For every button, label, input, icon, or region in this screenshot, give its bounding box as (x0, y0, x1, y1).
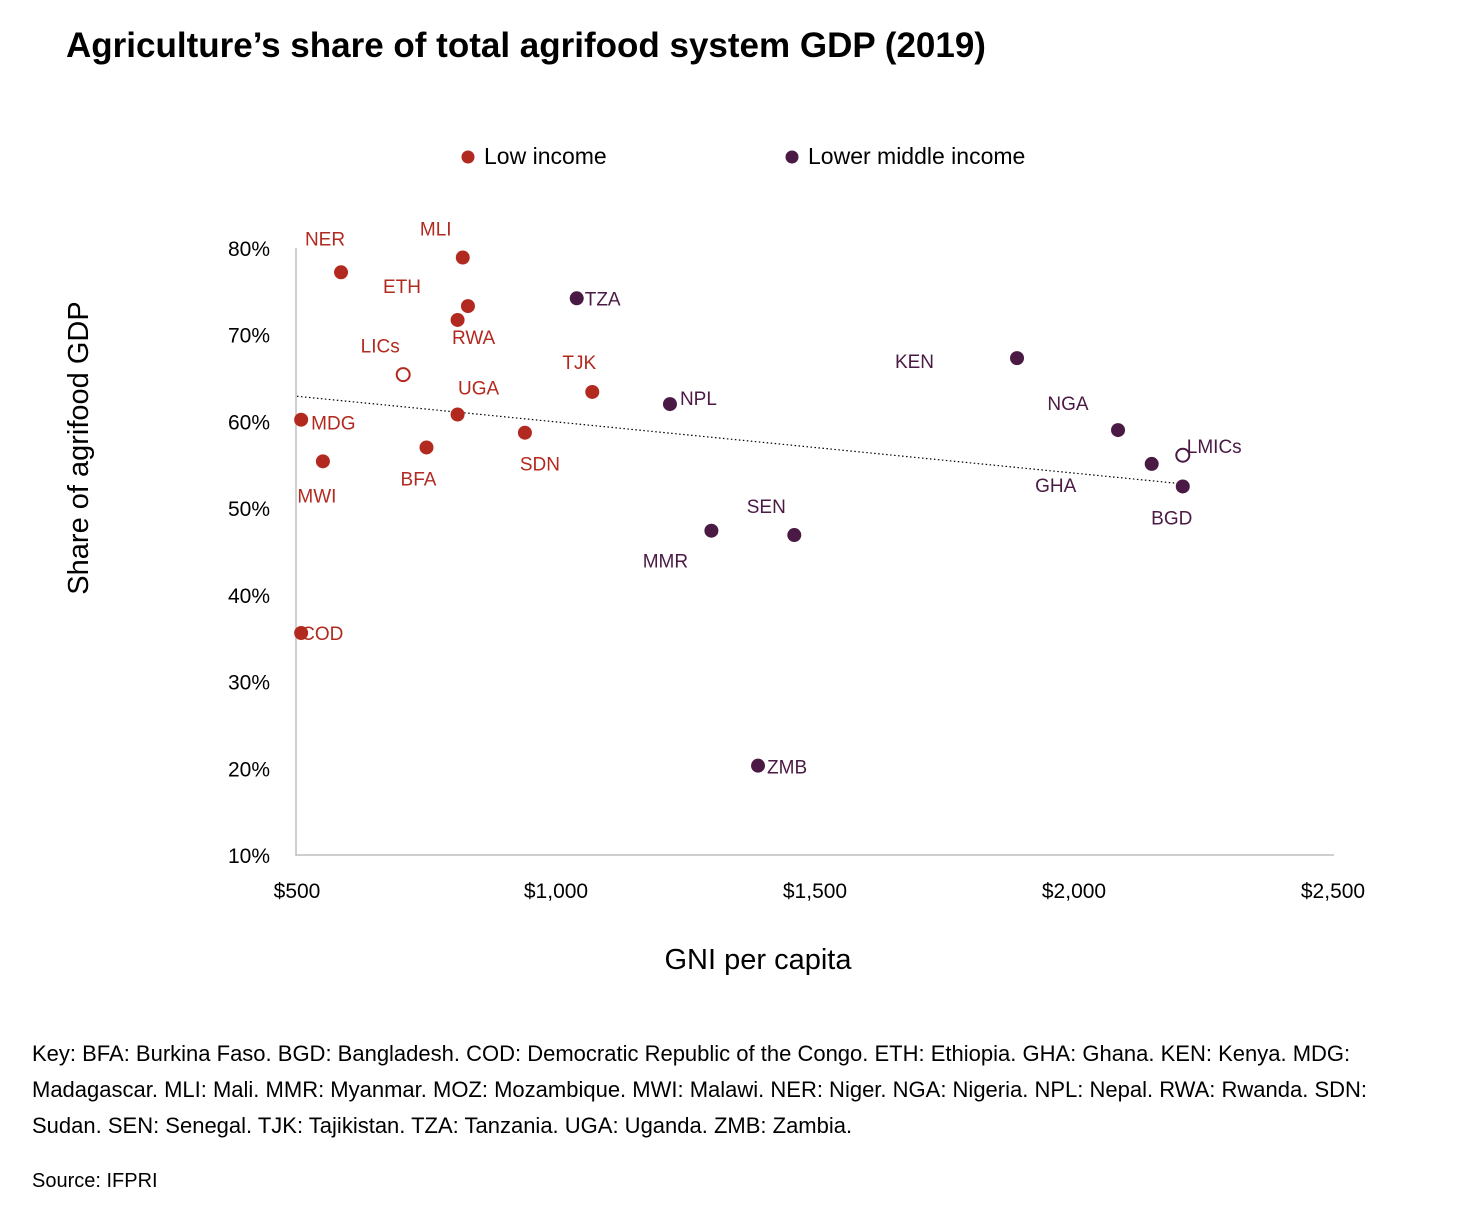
trendline-line (296, 395, 1183, 485)
point-label-lics: LICs (361, 337, 400, 358)
data-point-tjk (585, 384, 600, 399)
chart-title: Agriculture’s share of total agrifood sy… (66, 26, 986, 65)
x-tick-label: $1,500 (783, 880, 847, 903)
data-points (294, 250, 1191, 773)
point-label-mdg: MDG (311, 414, 355, 435)
point-label-ner: NER (305, 229, 345, 250)
y-tick-label: 20% (228, 758, 270, 781)
point-label-cod: COD (301, 624, 343, 645)
y-tick-label: 70% (228, 325, 270, 348)
point-label-nga: NGA (1047, 394, 1089, 415)
data-point-lmics (1175, 447, 1191, 463)
point-label-rwa: RWA (452, 328, 496, 349)
data-point-mmr (704, 523, 719, 538)
x-tick-labels: $500 $1,000 $1,500 $2,000 $2,500 (274, 880, 1365, 903)
data-point-gha (1144, 456, 1159, 471)
x-tick-label: $1,000 (524, 880, 588, 903)
point-label-sen: SEN (747, 497, 786, 518)
x-tick-label: $2,000 (1042, 880, 1106, 903)
point-label-mwi: MWI (297, 486, 336, 507)
data-point-sdn (517, 425, 532, 440)
data-point-mli (455, 250, 470, 265)
x-tick-label: $2,500 (1301, 880, 1365, 903)
data-point-nga (1111, 423, 1126, 438)
axes (295, 248, 1334, 856)
legend-marker (785, 150, 799, 164)
data-point-mdg (294, 412, 309, 427)
legend-label: Lower middle income (808, 143, 1025, 169)
legend: Low income Lower middle income (461, 143, 1025, 169)
point-label-mli: MLI (420, 220, 452, 241)
y-tick-label: 10% (228, 845, 270, 868)
source-note: Source: IFPRI (32, 1170, 158, 1192)
data-point-bfa (419, 440, 434, 455)
point-label-eth: ETH (383, 277, 421, 298)
data-point-bgd (1175, 479, 1190, 494)
point-label-gha: GHA (1035, 476, 1077, 497)
data-point-ken (1010, 351, 1025, 366)
y-tick-label: 50% (228, 498, 270, 521)
y-tick-label: 60% (228, 411, 270, 434)
data-point-lics (395, 367, 411, 383)
point-label-sdn: SDN (520, 455, 560, 476)
point-label-npl: NPL (680, 389, 717, 410)
data-point-uga (450, 407, 465, 422)
point-label-bfa: BFA (401, 469, 437, 490)
legend-marker (461, 150, 475, 164)
point-label-bgd: BGD (1151, 508, 1192, 529)
y-tick-label: 30% (228, 672, 270, 695)
x-tick-label: $500 (274, 880, 321, 903)
x-axis-label: GNI per capita (665, 944, 853, 976)
country-key: Key: BFA: Burkina Faso. BGD: Bangladesh.… (32, 1041, 1368, 1138)
point-label-ken: KEN (895, 352, 934, 373)
data-point-eth (460, 299, 475, 314)
y-axis-label: Share of agrifood GDP (63, 301, 95, 594)
y-tick-label: 40% (228, 585, 270, 608)
data-point-rwa (450, 312, 465, 327)
data-point-tza (569, 291, 584, 306)
data-point-zmb (751, 758, 766, 773)
point-label-mmr: MMR (643, 552, 688, 573)
legend-label: Low income (484, 143, 607, 169)
point-label-uga: UGA (458, 378, 500, 399)
point-label-lmics: LMICs (1187, 437, 1242, 458)
data-point-sen (787, 528, 802, 543)
point-labels: NER MLI ETH RWA LICs TJK UGA MDG SDN BFA MWI COD TZA… (297, 220, 1241, 779)
point-label-tza: TZA (585, 289, 621, 310)
data-point-ner (334, 265, 349, 280)
data-point-mwi (315, 454, 330, 469)
data-point-npl (662, 397, 677, 412)
point-label-tjk: TJK (562, 353, 596, 374)
y-tick-label: 80% (228, 238, 270, 261)
point-label-zmb: ZMB (767, 758, 807, 779)
trendline (296, 395, 1183, 485)
y-tick-labels: 80% 70% 60% 50% 40% 30% 20% 10% (228, 238, 270, 868)
data-point-cod (294, 626, 309, 641)
scatter-chart: 80% 70% 60% 50% 40% 30% 20% 10% $500 $1,000 $1,50… (63, 143, 1365, 976)
